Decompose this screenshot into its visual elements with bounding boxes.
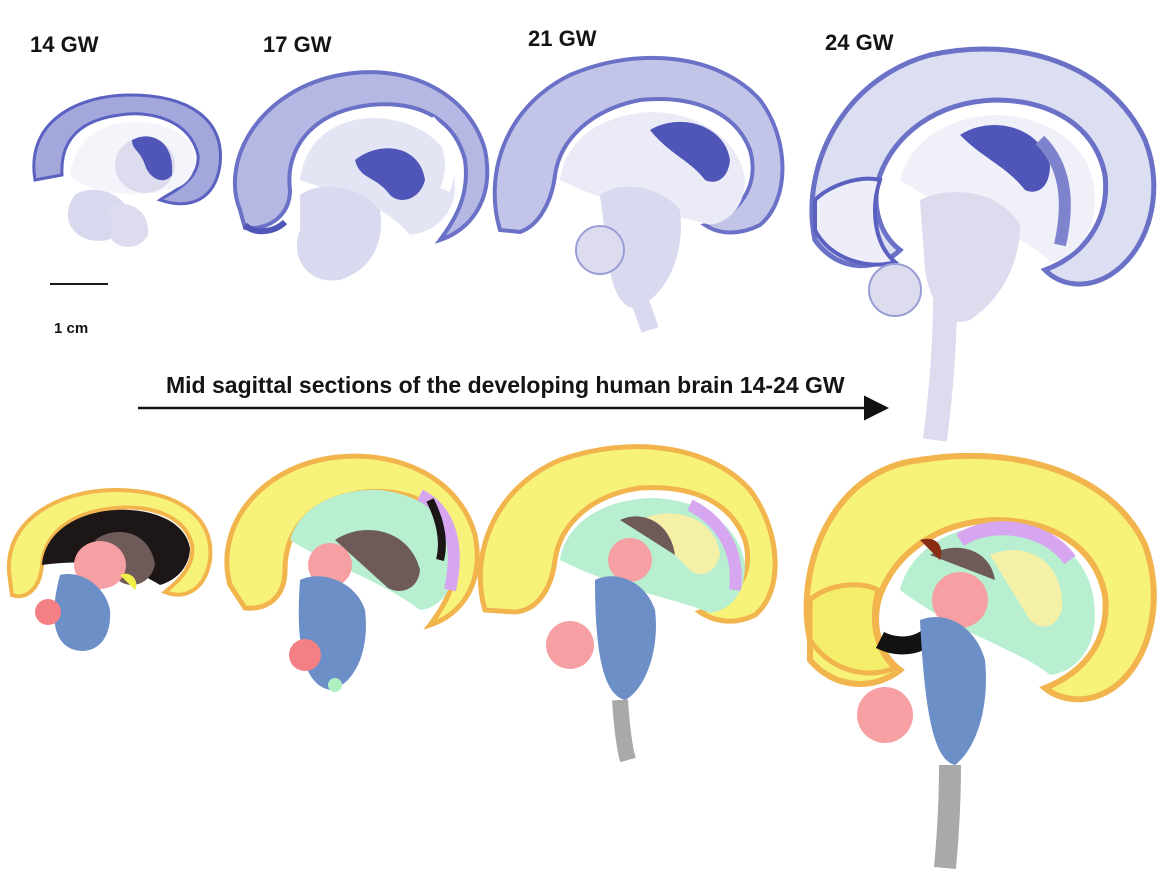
- atlas-section-17gw: [224, 453, 480, 692]
- figure-caption: Mid sagittal sections of the developing …: [166, 372, 845, 398]
- nissl-section-14gw: [32, 93, 222, 247]
- scale-bar: [50, 283, 108, 285]
- atlas-section-24gw: [803, 452, 1157, 869]
- nissl-section-24gw: [809, 46, 1157, 442]
- nissl-section-17gw: [233, 70, 490, 281]
- atlas-section-21gw: [477, 444, 778, 763]
- age-label-14gw: 14 GW: [30, 32, 99, 57]
- age-label-17gw: 17 GW: [263, 32, 332, 57]
- scale-bar-label: 1 cm: [54, 320, 89, 337]
- age-label-21gw: 21 GW: [528, 26, 597, 51]
- nissl-section-21gw: [492, 55, 785, 333]
- atlas-section-14gw: [6, 487, 213, 651]
- age-label-24gw: 24 GW: [825, 30, 894, 55]
